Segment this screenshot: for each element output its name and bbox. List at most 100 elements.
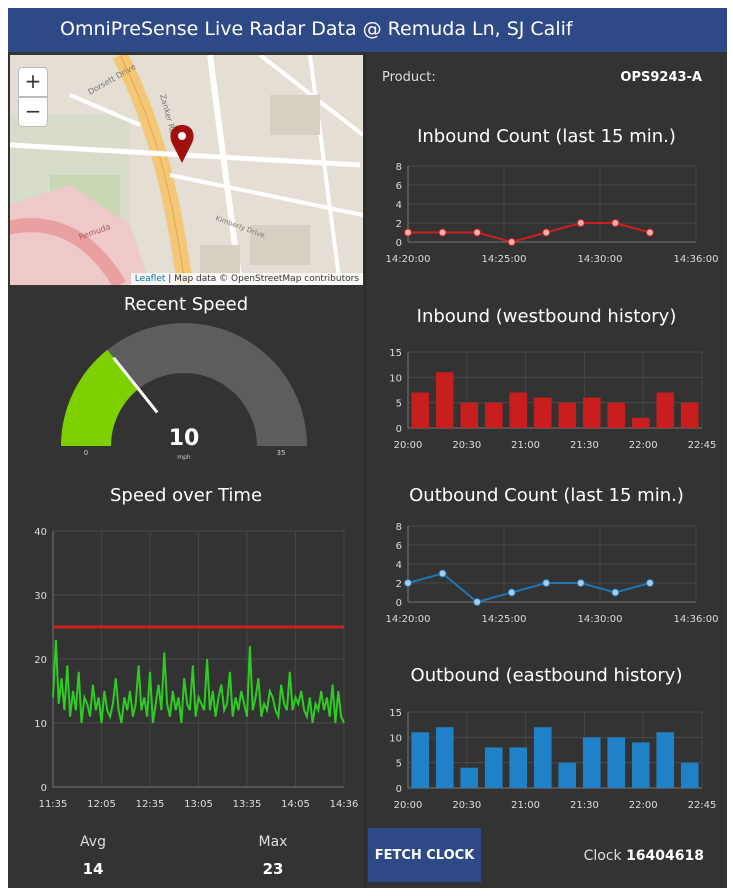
bar <box>460 767 479 788</box>
data-point <box>611 588 620 597</box>
data-point <box>404 579 412 587</box>
data-point <box>404 228 412 237</box>
bar <box>558 762 577 788</box>
x-tick-label: 20:30 <box>452 440 481 451</box>
map-attribution: Leaflet | Map data © OpenStreetMap contr… <box>130 273 363 285</box>
inbound-count-title: Inbound Count (last 15 min.) <box>417 126 676 147</box>
x-tick-label: 12:05 <box>87 799 116 808</box>
gauge-fill <box>61 349 139 446</box>
dashboard-frame: OmniPreSense Live Radar Data @ Remuda Ln… <box>8 8 727 888</box>
series-line <box>408 222 651 244</box>
y-tick-label: 6 <box>396 181 402 192</box>
data-point <box>645 228 654 237</box>
leaflet-link[interactable]: Leaflet <box>134 274 166 284</box>
map[interactable]: Dorsett Drive Zanker Road Remuda Kimberl… <box>10 55 363 285</box>
bar <box>631 417 650 428</box>
bar <box>680 762 699 788</box>
x-tick-label: 20:00 <box>394 440 423 451</box>
data-point <box>576 219 585 227</box>
clock-label: Clock <box>583 848 627 864</box>
gauge-min-label: 0 <box>84 449 88 457</box>
zoom-out-button[interactable]: − <box>18 97 48 127</box>
clock-readout: Clock 16404618 <box>508 848 704 864</box>
bar <box>656 392 675 428</box>
map-pin-icon[interactable] <box>170 125 194 163</box>
bar <box>509 747 528 788</box>
y-tick-label: 6 <box>396 541 402 552</box>
x-tick-label: 20:30 <box>452 800 481 811</box>
x-tick-label: 14:20:00 <box>386 614 431 625</box>
data-point <box>542 579 551 587</box>
title-bar: OmniPreSense Live Radar Data @ Remuda Ln… <box>8 8 727 52</box>
y-tick-label: 10 <box>34 719 47 730</box>
attribution-text: | Map data © OpenStreetMap contributors <box>165 274 359 284</box>
bar <box>582 737 601 788</box>
gauge-value: 10 <box>169 426 200 451</box>
y-tick-label: 0 <box>396 238 402 249</box>
y-tick-label: 4 <box>396 560 402 571</box>
x-tick-label: 14:36:00 <box>674 254 719 265</box>
outbound-count-chart: 0 2 4 6 8 14:20:00 14:25:00 14:30:00 14:36:00 <box>386 522 719 625</box>
outbound-history-title: Outbound (eastbound history) <box>410 665 683 686</box>
inbound-history-title: Inbound (westbound history) <box>416 306 677 327</box>
bar <box>435 727 454 788</box>
gauge-units: mph <box>177 454 191 461</box>
y-tick-label: 40 <box>34 527 47 538</box>
bar <box>582 397 601 428</box>
map-tiles[interactable]: Dorsett Drive Zanker Road Remuda Kimberl… <box>10 55 363 285</box>
bar <box>607 402 626 428</box>
x-tick-label: 14:25:00 <box>482 614 527 625</box>
fetch-clock-button[interactable]: FETCH CLOCK <box>368 828 481 882</box>
x-tick-label: 22:45 <box>688 800 717 811</box>
x-tick-label: 22:00 <box>629 800 658 811</box>
x-tick-label: 14:20:00 <box>386 254 431 265</box>
bar <box>607 737 626 788</box>
y-tick-label: 4 <box>396 200 402 211</box>
gauge-max-label: 35 <box>277 449 286 457</box>
series-line <box>52 639 345 724</box>
x-tick-label: 21:30 <box>570 800 599 811</box>
bar <box>656 732 675 788</box>
y-tick-label: 10 <box>389 733 402 744</box>
x-tick-label: 21:30 <box>570 440 599 451</box>
gauge-title: Recent Speed <box>123 294 249 315</box>
product-value: OPS9243-A <box>620 70 702 85</box>
y-tick-label: 10 <box>389 373 402 384</box>
y-tick-label: 8 <box>396 162 402 173</box>
clock-value: 16404618 <box>626 848 704 864</box>
bar <box>411 392 430 428</box>
y-tick-label: 0 <box>396 784 402 795</box>
y-tick-label: 20 <box>34 655 47 666</box>
x-tick-label: 14:30:00 <box>578 614 623 625</box>
y-tick-label: 8 <box>396 522 402 533</box>
max-value: 23 <box>262 860 284 878</box>
x-tick-label: 14:05 <box>281 799 310 808</box>
speed-over-time-chart: 0 10 20 30 40 11:35 12:05 12:35 13:05 13:35 14:05 1… <box>34 527 359 808</box>
speed-gauge: 10 mph 0 35 <box>61 323 307 461</box>
x-tick-label: 12:35 <box>136 799 165 808</box>
data-point <box>645 579 654 587</box>
zoom-in-button[interactable]: + <box>18 67 48 97</box>
gauge-needle <box>112 356 159 414</box>
outbound-count-title: Outbound Count (last 15 min.) <box>409 485 684 506</box>
x-tick-label: 21:00 <box>511 440 540 451</box>
gauge-track <box>61 323 307 446</box>
outbound-history-chart: 0 5 10 15 20:00 20:30 21:00 21:30 22:00 22:45 <box>389 708 717 811</box>
data-point <box>507 238 516 246</box>
x-tick-label: 14:36 <box>330 799 359 808</box>
data-point <box>576 579 585 587</box>
bar <box>484 402 503 428</box>
x-tick-label: 13:35 <box>233 799 262 808</box>
avg-label: Avg <box>80 834 106 850</box>
data-point <box>438 569 447 578</box>
inbound-count-chart: 0 2 4 6 8 14:20:00 14:25:00 14:30:00 14:36:00 <box>386 162 719 265</box>
page-title: OmniPreSense Live Radar Data @ Remuda Ln… <box>60 18 573 40</box>
x-tick-label: 22:00 <box>629 440 658 451</box>
x-tick-label: 20:00 <box>394 800 423 811</box>
data-point <box>438 228 447 237</box>
bar <box>411 732 430 788</box>
data-point <box>473 228 482 237</box>
data-point <box>542 228 551 237</box>
y-tick-label: 15 <box>389 348 402 359</box>
x-tick-label: 14:25:00 <box>482 254 527 265</box>
